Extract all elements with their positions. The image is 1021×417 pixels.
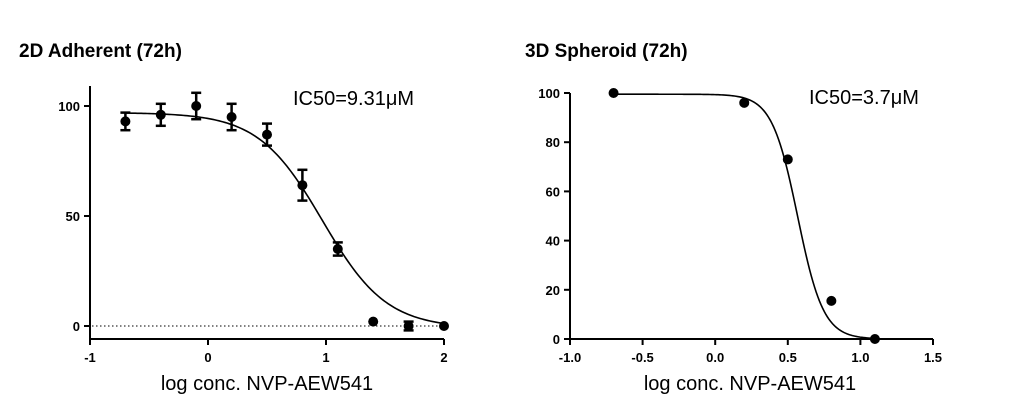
y-tick-label: 60	[546, 184, 560, 199]
x-tick-label: 1.5	[924, 350, 942, 365]
ic50-annotation: IC50=3.7μM	[809, 87, 919, 109]
x-tick-label: 0.0	[706, 350, 724, 365]
data-point	[439, 321, 449, 331]
data-point	[782, 154, 793, 165]
y-tick-label: 0	[73, 319, 80, 334]
x-tick-label: 0.5	[779, 350, 797, 365]
x-tick-label: 2	[440, 350, 447, 365]
y-tick-label: 100	[58, 99, 80, 114]
y-tick-label: 40	[546, 234, 560, 249]
x-tick-label: 1	[322, 350, 329, 365]
y-tick-label: 20	[546, 283, 560, 298]
x-tick-label: -1	[84, 350, 96, 365]
data-point	[608, 88, 619, 98]
data-point	[226, 112, 237, 122]
data-point	[739, 97, 750, 108]
x-tick-label: -1.0	[559, 350, 581, 365]
x-axis-title: log conc. NVP-AEW541	[644, 373, 856, 395]
data-point	[191, 101, 202, 111]
data-point	[297, 180, 308, 191]
data-point	[262, 129, 272, 140]
fit-curve	[125, 112, 445, 325]
panel-3d-spheroid: 3D Spheroid (72h) IC50=3.7μM log conc. N…	[525, 41, 942, 395]
plot-area: 0 20 40 60 80 100 -1.0 -0.5 0.0 0.5 1.0 1.5	[538, 86, 942, 365]
data-point	[368, 316, 379, 327]
y-tick-label: 0	[553, 332, 560, 347]
ic50-annotation: IC50=9.31μM	[293, 88, 414, 110]
y-tick-label: 80	[546, 135, 560, 150]
panel-title: 2D Adherent (72h)	[19, 41, 182, 62]
y-tick-label: 50	[66, 209, 80, 224]
x-axis-title: log conc. NVP-AEW541	[161, 373, 373, 395]
x-tick-label: 0	[204, 350, 211, 365]
data-point	[403, 321, 414, 331]
x-tick-label: -0.5	[631, 350, 653, 365]
data-point	[120, 116, 131, 127]
panel-title: 3D Spheroid (72h)	[525, 41, 688, 62]
data-point	[826, 295, 837, 306]
panel-2d-adherent: 2D Adherent (72h) IC50=9.31μM log conc. …	[19, 41, 449, 395]
x-tick-label: 1.0	[851, 350, 869, 365]
data-point	[869, 334, 880, 344]
data-point	[155, 109, 166, 120]
data-point	[332, 244, 343, 254]
y-tick-label: 100	[538, 86, 560, 101]
plot-area: 0 50 100 -1 0 1 2	[58, 86, 449, 365]
